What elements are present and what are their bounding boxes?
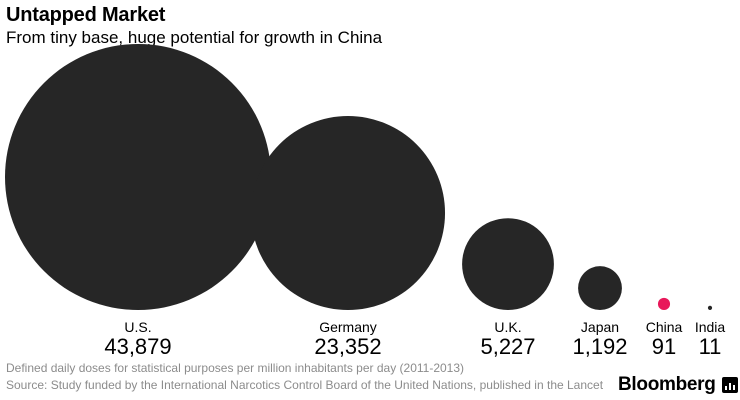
value-label-uk: 5,227: [480, 334, 535, 359]
bubble-india: [707, 305, 713, 310]
category-label-germany: Germany: [319, 319, 377, 335]
category-label-china: China: [646, 319, 683, 335]
chart-subtitle: From tiny base, huge potential for growt…: [6, 28, 383, 47]
bubble-us: [5, 44, 271, 310]
category-label-india: India: [695, 319, 726, 335]
bubble-japan: [578, 266, 622, 310]
bloomberg-brand: Bloomberg: [618, 374, 738, 396]
category-label-us: U.S.: [124, 319, 151, 335]
category-label-japan: Japan: [581, 319, 619, 335]
bubble-china: [657, 297, 671, 310]
category-label-uk: U.K.: [494, 319, 521, 335]
value-label-india: 11: [699, 334, 722, 359]
value-label-china: 91: [652, 334, 676, 359]
value-label-japan: 1,192: [572, 334, 627, 359]
bloomberg-logo-icon: [721, 377, 738, 393]
value-label-germany: 23,352: [314, 334, 381, 359]
value-label-us: 43,879: [104, 334, 171, 359]
brand-name: Bloomberg: [618, 374, 716, 395]
chart-title: Untapped Market: [6, 4, 166, 26]
bubble-germany: [250, 115, 446, 310]
chart-source: Source: Study funded by the Internationa…: [6, 378, 604, 392]
bubble-uk: [462, 218, 554, 310]
chart-note: Defined daily doses for statistical purp…: [6, 361, 465, 375]
